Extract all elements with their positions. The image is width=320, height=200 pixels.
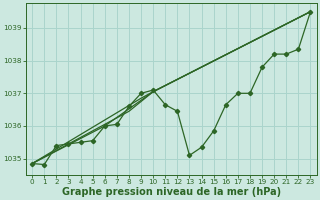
X-axis label: Graphe pression niveau de la mer (hPa): Graphe pression niveau de la mer (hPa) xyxy=(62,187,281,197)
